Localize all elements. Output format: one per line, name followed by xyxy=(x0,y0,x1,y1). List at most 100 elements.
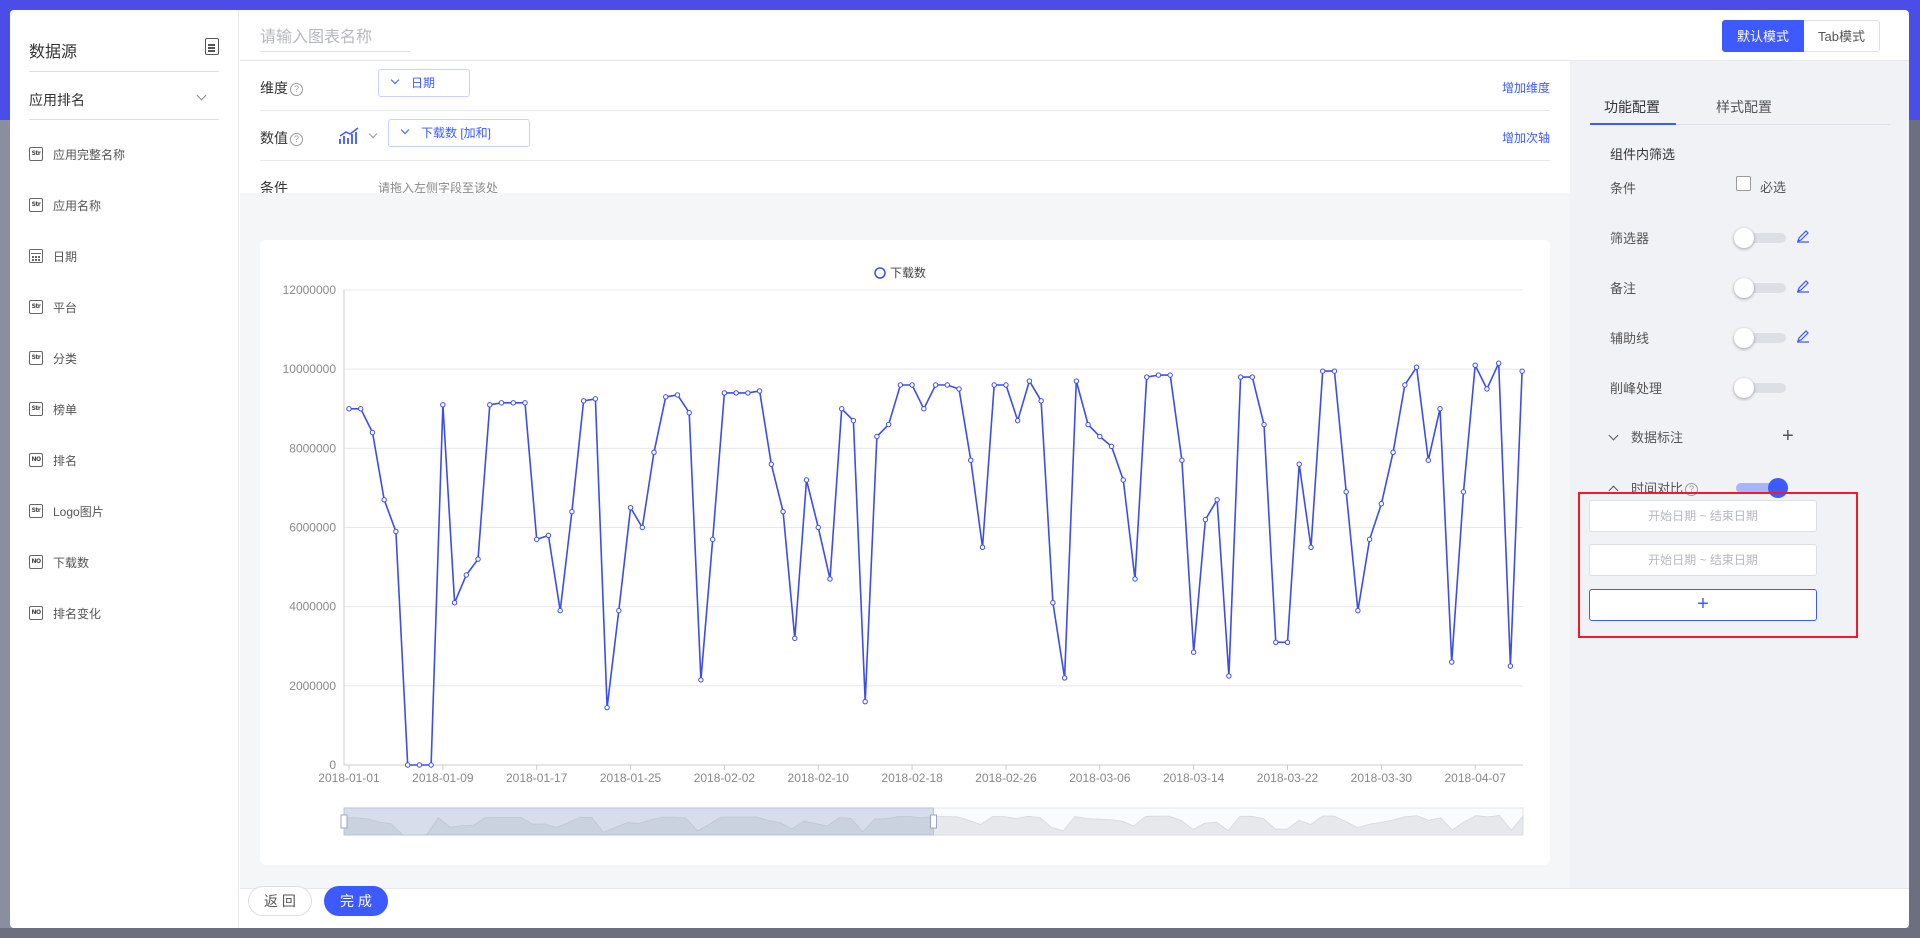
date-range-input-2[interactable]: 开始日期 ~ 结束日期 xyxy=(1589,544,1817,576)
data-point xyxy=(909,382,915,388)
back-button[interactable]: 返 回 xyxy=(248,886,312,916)
data-point xyxy=(358,406,364,412)
string-type-icon: Str xyxy=(29,147,43,161)
data-point xyxy=(1261,421,1267,428)
document-icon[interactable] xyxy=(205,38,219,55)
field-item[interactable]: Str Logo图片 xyxy=(29,499,104,523)
data-point xyxy=(1449,659,1455,665)
add-date-range-button[interactable]: + xyxy=(1589,589,1817,621)
field-item[interactable]: 日期 xyxy=(29,244,77,268)
x-tick-label: 2018-01-25 xyxy=(600,771,662,785)
field-item[interactable]: Str 榜单 xyxy=(29,397,77,421)
data-point xyxy=(1061,675,1068,681)
chart-title-input[interactable] xyxy=(260,24,410,52)
data-point xyxy=(768,461,775,467)
data-point xyxy=(463,572,470,578)
x-tick-label: 2018-02-10 xyxy=(788,771,850,785)
data-point xyxy=(815,524,821,531)
data-point xyxy=(1425,457,1431,463)
data-point xyxy=(1273,639,1279,645)
peak-clip-toggle[interactable] xyxy=(1734,378,1786,398)
done-button[interactable]: 完 成 xyxy=(324,886,388,916)
divider xyxy=(240,60,1909,61)
data-point xyxy=(534,536,540,543)
data-point xyxy=(709,536,716,543)
x-tick-label: 2018-02-18 xyxy=(881,771,943,785)
data-point xyxy=(639,524,645,531)
field-label: 下载数 xyxy=(53,555,90,570)
edit-pencil-icon[interactable] xyxy=(1796,279,1810,293)
field-item[interactable]: NO 排名 xyxy=(29,448,77,472)
backdrop-shadow xyxy=(1909,120,1920,938)
data-point xyxy=(487,402,493,408)
x-tick-label: 2018-03-14 xyxy=(1163,771,1225,785)
add-data-label-button[interactable]: + xyxy=(1782,425,1794,447)
field-label: 日期 xyxy=(53,249,78,264)
edit-pencil-icon[interactable] xyxy=(1796,229,1810,243)
calendar-icon xyxy=(29,249,43,263)
sidebar-title: 数据源 xyxy=(29,44,78,61)
data-point xyxy=(968,457,974,463)
help-icon[interactable]: ? xyxy=(1685,483,1699,496)
field-item[interactable]: Str 应用完整名称 xyxy=(29,142,125,166)
config-tabs: 功能配置 样式配置 xyxy=(1590,91,1890,125)
chevron-down-icon[interactable] xyxy=(368,129,378,139)
filter-toggle[interactable] xyxy=(1734,228,1786,248)
data-point xyxy=(1437,406,1443,412)
zoom-handle-left xyxy=(340,814,348,829)
x-tick-label: 2018-01-09 xyxy=(412,771,474,785)
help-icon[interactable]: ? xyxy=(290,133,303,146)
tab-function-config[interactable]: 功能配置 xyxy=(1604,99,1660,115)
line-chart-type-icon[interactable] xyxy=(338,127,360,145)
dimension-label-text: 维度 xyxy=(260,80,288,96)
data-point xyxy=(1331,368,1338,374)
field-item[interactable]: Str 应用名称 xyxy=(29,193,101,217)
toggle-knob xyxy=(1734,278,1754,298)
data-point xyxy=(1460,489,1467,495)
data-point xyxy=(1179,457,1185,463)
dataset-select[interactable]: 应用排名 xyxy=(29,76,219,120)
data-point xyxy=(1237,374,1244,380)
data-point xyxy=(944,382,950,388)
value-row: 数值? 下载数 [加和] 增加次轴 xyxy=(260,111,1550,161)
dimension-pill[interactable]: 日期 xyxy=(378,69,470,97)
default-mode-button[interactable]: 默认模式 xyxy=(1722,20,1805,52)
x-tick-label: 2018-01-01 xyxy=(318,771,380,785)
data-point xyxy=(1085,421,1091,428)
note-toggle[interactable] xyxy=(1734,278,1786,298)
required-checkbox[interactable] xyxy=(1736,176,1751,191)
add-dimension-link[interactable]: 增加维度 xyxy=(1501,81,1550,95)
data-point xyxy=(1343,489,1349,495)
edit-pencil-icon[interactable] xyxy=(1796,329,1810,343)
value-pill[interactable]: 下载数 [加和] xyxy=(388,119,530,147)
note-prop-label: 备注 xyxy=(1610,281,1637,296)
help-icon[interactable]: ? xyxy=(290,83,303,96)
data-point xyxy=(1402,382,1408,388)
section-title: 组件内筛选 xyxy=(1610,147,1676,162)
field-item[interactable]: Str 平台 xyxy=(29,295,77,319)
data-point xyxy=(1014,417,1021,424)
data-label-collapse[interactable]: 数据标注 xyxy=(1608,427,1683,446)
field-item[interactable]: Str 分类 xyxy=(29,346,77,370)
data-point xyxy=(1284,639,1291,645)
number-type-icon: NO xyxy=(29,453,43,467)
field-item[interactable]: NO 排名变化 xyxy=(29,601,101,625)
x-tick-label: 2018-03-22 xyxy=(1257,771,1319,785)
add-secondary-axis-link[interactable]: 增加次轴 xyxy=(1501,131,1550,145)
number-type-icon: NO xyxy=(29,555,43,569)
y-tick-label: 6000000 xyxy=(289,521,336,535)
data-point xyxy=(1249,374,1256,380)
tab-mode-button[interactable]: Tab模式 xyxy=(1804,20,1880,52)
guide-line-toggle[interactable] xyxy=(1734,328,1786,348)
guide-line-prop-label: 辅助线 xyxy=(1610,331,1650,346)
data-point xyxy=(498,400,505,406)
value-label: 数值? xyxy=(260,128,303,148)
data-point xyxy=(780,508,786,515)
data-point xyxy=(510,400,516,406)
date-range-input-1[interactable]: 开始日期 ~ 结束日期 xyxy=(1589,500,1817,532)
field-item[interactable]: NO 下载数 xyxy=(29,550,89,574)
data-point xyxy=(792,635,798,642)
data-point xyxy=(592,396,599,402)
tab-style-config[interactable]: 样式配置 xyxy=(1716,99,1772,115)
condition-drop-hint: 请拖入左侧字段至该处 xyxy=(378,181,499,195)
